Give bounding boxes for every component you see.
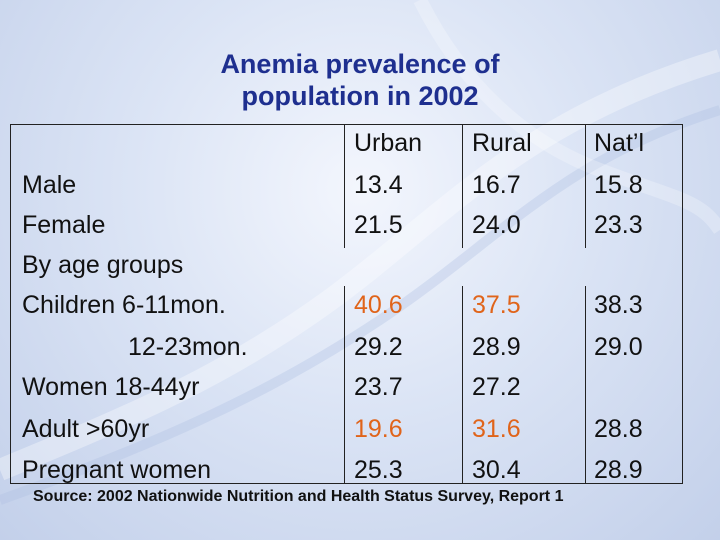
cell-children-6-11-urban: 40.6 xyxy=(354,291,403,319)
cell-children-12-23-urban: 29.2 xyxy=(354,333,403,361)
cell-adult-60-urban: 19.6 xyxy=(354,415,403,443)
row-label-male: Male xyxy=(22,171,77,199)
row-label-children-12-23: 12-23mon. xyxy=(128,333,248,361)
column-divider-urban xyxy=(344,124,345,248)
row-label-female: Female xyxy=(22,211,106,239)
column-divider-urban-lower xyxy=(344,286,345,484)
column-header-urban: Urban xyxy=(354,129,423,157)
cell-adult-60-natl: 28.8 xyxy=(594,415,643,443)
row-label-pregnant: Pregnant women xyxy=(22,456,212,484)
cell-children-6-11-natl: 38.3 xyxy=(594,291,643,319)
cell-female-natl: 23.3 xyxy=(594,211,643,239)
column-divider-rural-lower xyxy=(462,286,463,484)
cell-pregnant-rural: 30.4 xyxy=(472,456,521,484)
title-line-2: population in 2002 xyxy=(241,81,479,111)
row-label-children-6-11: Children 6-11mon. xyxy=(22,291,226,319)
column-divider-natl-lower xyxy=(585,286,586,484)
page-title: Anemia prevalence of population in 2002 xyxy=(0,48,720,112)
column-divider-natl xyxy=(585,124,586,248)
row-label-women-18-44: Women 18-44yr xyxy=(22,373,200,401)
cell-women-18-44-urban: 23.7 xyxy=(354,373,403,401)
cell-children-12-23-natl: 29.0 xyxy=(594,333,643,361)
cell-male-natl: 15.8 xyxy=(594,171,643,199)
cell-children-6-11-rural: 37.5 xyxy=(472,291,521,319)
cell-female-urban: 21.5 xyxy=(354,211,403,239)
cell-pregnant-natl: 28.9 xyxy=(594,456,643,484)
column-header-natl: Nat’l xyxy=(594,129,645,157)
column-header-rural: Rural xyxy=(472,129,532,157)
cell-adult-60-rural: 31.6 xyxy=(472,415,521,443)
cell-male-urban: 13.4 xyxy=(354,171,403,199)
column-divider-rural xyxy=(462,124,463,248)
row-label-adult-60: Adult >60yr xyxy=(22,415,150,443)
cell-female-rural: 24.0 xyxy=(472,211,521,239)
row-label-age-groups: By age groups xyxy=(22,251,184,279)
source-footnote: Source: 2002 Nationwide Nutrition and He… xyxy=(33,488,564,505)
title-line-1: Anemia prevalence of xyxy=(220,49,500,79)
cell-pregnant-urban: 25.3 xyxy=(354,456,403,484)
cell-children-12-23-rural: 28.9 xyxy=(472,333,521,361)
data-table-border xyxy=(10,124,683,484)
cell-women-18-44-rural: 27.2 xyxy=(472,373,521,401)
cell-male-rural: 16.7 xyxy=(472,171,521,199)
